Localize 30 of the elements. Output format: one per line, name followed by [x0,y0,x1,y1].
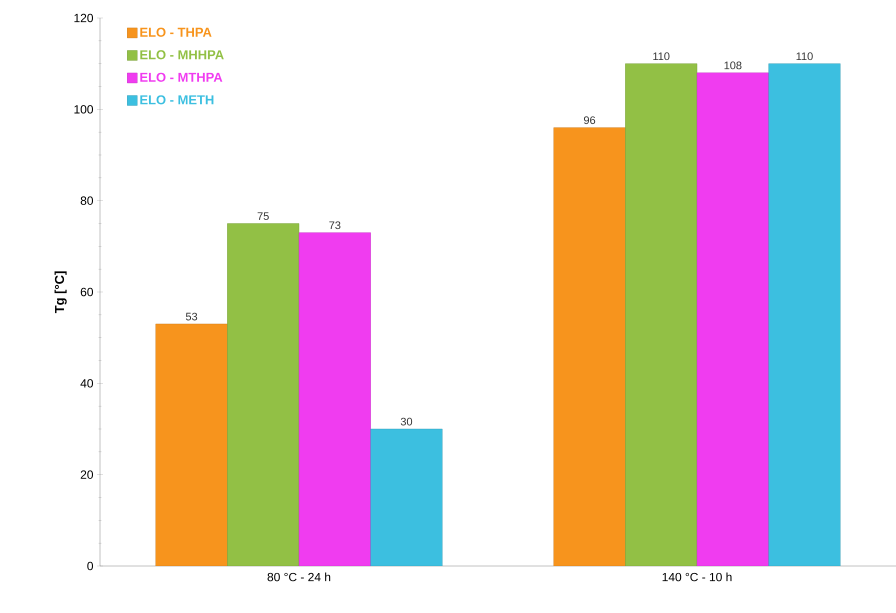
x-tick-label: 80 °C - 24 h [268,572,330,582]
x-tick-label: 140 °C - 10 h [662,572,732,582]
bar [768,63,840,566]
bar [298,232,371,566]
data-label: 110 [653,52,670,60]
data-label: 30 [400,418,412,426]
y-tick-label: 80 [80,196,94,205]
data-label: 108 [724,62,742,70]
bar [370,428,442,566]
y-tick-label: 100 [74,105,94,114]
bar [554,127,626,566]
legend-label: ELO - MTHPA [140,72,222,82]
y-tick-label: 120 [74,14,94,22]
legend-label: ELO - THPA [140,28,212,37]
bar [696,72,769,566]
data-label: 96 [584,116,596,124]
y-tick-label: 40 [80,379,94,388]
y-tick-label: 0 [87,562,94,570]
bar [227,223,300,566]
legend-label: ELO - MHHPA [140,50,224,60]
data-label: 110 [796,52,813,60]
legend-label: ELO - METH [140,95,214,104]
data-label: 73 [329,221,340,230]
y-axis-title: Tg [°C] [54,271,67,314]
bar [156,324,228,566]
y-tick-label: 60 [80,288,94,296]
y-tick-label: 20 [80,470,94,479]
bar [625,63,698,566]
data-label: 53 [186,312,198,320]
data-label: 75 [258,212,269,220]
